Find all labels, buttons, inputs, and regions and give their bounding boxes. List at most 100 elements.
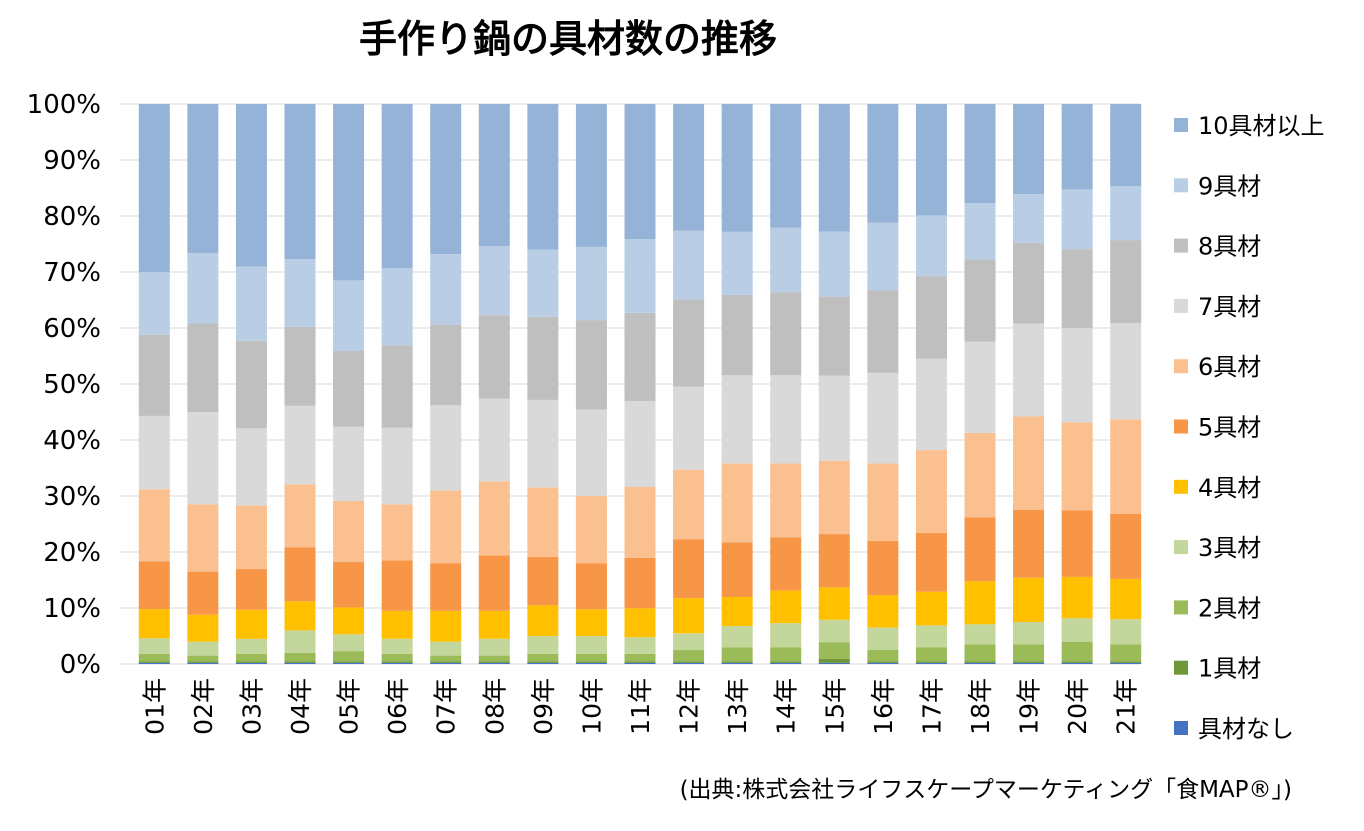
bar-segment bbox=[1110, 419, 1142, 514]
bar-segment bbox=[721, 463, 753, 543]
x-tick-label: 05年 bbox=[335, 678, 364, 735]
legend-swatch bbox=[1174, 479, 1188, 494]
bar-segment bbox=[624, 608, 656, 638]
bar-segment bbox=[575, 320, 607, 410]
bar-segment bbox=[575, 609, 607, 637]
bar-segment bbox=[575, 104, 607, 247]
bar-segment bbox=[527, 556, 559, 606]
bar-segment bbox=[187, 104, 219, 253]
bar-segment bbox=[770, 623, 802, 648]
bar-segment bbox=[1013, 416, 1045, 510]
bar-segment bbox=[235, 104, 267, 267]
bar-segment bbox=[235, 340, 267, 429]
bar-segment bbox=[721, 375, 753, 464]
bar-segment bbox=[673, 633, 705, 651]
bar-segment bbox=[430, 104, 462, 255]
bar-segment bbox=[1061, 249, 1093, 328]
bar-segment bbox=[575, 653, 607, 662]
bar-segment bbox=[721, 231, 753, 295]
bar-segment bbox=[138, 662, 170, 664]
bar-segment bbox=[1061, 662, 1093, 664]
bar-segment bbox=[964, 432, 996, 518]
bar-segment bbox=[770, 661, 802, 663]
bar-segment bbox=[673, 662, 705, 664]
y-tick-label: 80% bbox=[43, 202, 101, 232]
bar-segment bbox=[1013, 104, 1045, 195]
x-tick-label: 21年 bbox=[1112, 678, 1141, 735]
bar-segment bbox=[284, 326, 316, 406]
x-tick-label: 16年 bbox=[869, 678, 898, 735]
y-tick-label: 50% bbox=[43, 370, 101, 400]
bar-segment bbox=[284, 662, 316, 664]
bar-segment bbox=[527, 316, 559, 400]
x-tick-label: 14年 bbox=[772, 678, 801, 735]
x-tick-label: 13年 bbox=[723, 678, 752, 735]
legend-label: 5具材 bbox=[1198, 414, 1261, 442]
bar-segment bbox=[284, 547, 316, 602]
bar-segment bbox=[867, 627, 899, 650]
bar-segment bbox=[624, 239, 656, 313]
bar-segment bbox=[527, 487, 559, 557]
x-tick-label: 02年 bbox=[189, 678, 218, 735]
x-tick-label: 15年 bbox=[820, 678, 849, 735]
bar-segment bbox=[770, 375, 802, 464]
legend-label: 具材なし bbox=[1198, 715, 1294, 743]
bar-segment bbox=[333, 562, 365, 608]
bar-segment bbox=[527, 249, 559, 317]
bar-segment bbox=[721, 597, 753, 627]
bar-segment bbox=[915, 662, 947, 664]
bar-segment bbox=[818, 104, 850, 232]
bar-segment bbox=[915, 591, 947, 626]
bar-segment bbox=[575, 563, 607, 610]
bar-segment bbox=[915, 532, 947, 592]
bar-segment bbox=[527, 605, 559, 637]
bar-segment bbox=[284, 405, 316, 485]
bar-segment bbox=[235, 661, 267, 663]
bar-segment bbox=[575, 409, 607, 496]
bar-segment bbox=[915, 647, 947, 662]
bar-segment bbox=[138, 638, 170, 654]
bar-segment bbox=[721, 661, 753, 663]
bar-segment bbox=[430, 254, 462, 325]
bar-segment bbox=[235, 428, 267, 506]
bar-segment bbox=[430, 405, 462, 491]
bar-segment bbox=[430, 661, 462, 663]
bar-segment bbox=[1013, 661, 1045, 663]
x-tick-label: 18年 bbox=[966, 678, 995, 735]
source-note: (出典:株式会社ライフスケープマーケティング「食MAP®」) bbox=[679, 777, 1292, 803]
bar-segment bbox=[1013, 194, 1045, 243]
bar-segment bbox=[381, 661, 413, 663]
legend-swatch bbox=[1174, 721, 1188, 735]
bar-segment bbox=[187, 662, 219, 664]
bar-segment bbox=[818, 642, 850, 659]
bar-segment bbox=[818, 296, 850, 376]
bar-segment bbox=[1061, 641, 1093, 662]
bar-segment bbox=[1061, 618, 1093, 642]
bar-segment bbox=[1110, 578, 1142, 620]
bar-segment bbox=[478, 398, 510, 482]
bar-segment bbox=[138, 561, 170, 610]
bar-segment bbox=[673, 386, 705, 470]
bar-segment bbox=[624, 401, 656, 488]
bar-segment bbox=[721, 662, 753, 664]
bar-segment bbox=[721, 104, 753, 232]
y-tick-label: 90% bbox=[43, 146, 101, 176]
bar-segment bbox=[915, 661, 947, 663]
bar-segment bbox=[138, 272, 170, 335]
bar-segment bbox=[478, 481, 510, 556]
bar-segment bbox=[1110, 661, 1142, 663]
legend-label: 6具材 bbox=[1198, 353, 1261, 381]
bar-segment bbox=[818, 658, 850, 663]
bar-segment bbox=[673, 598, 705, 634]
bar-segment bbox=[284, 630, 316, 653]
legend-label: 1具材 bbox=[1198, 655, 1261, 683]
bar-segment bbox=[964, 259, 996, 342]
y-tick-label: 10% bbox=[43, 594, 101, 624]
bar-segment bbox=[867, 650, 899, 662]
bar-segment bbox=[915, 625, 947, 648]
bar-segment bbox=[818, 460, 850, 535]
bar-segment bbox=[235, 569, 267, 610]
legend-label: 10具材以上 bbox=[1198, 112, 1325, 140]
bar-segment bbox=[915, 450, 947, 533]
